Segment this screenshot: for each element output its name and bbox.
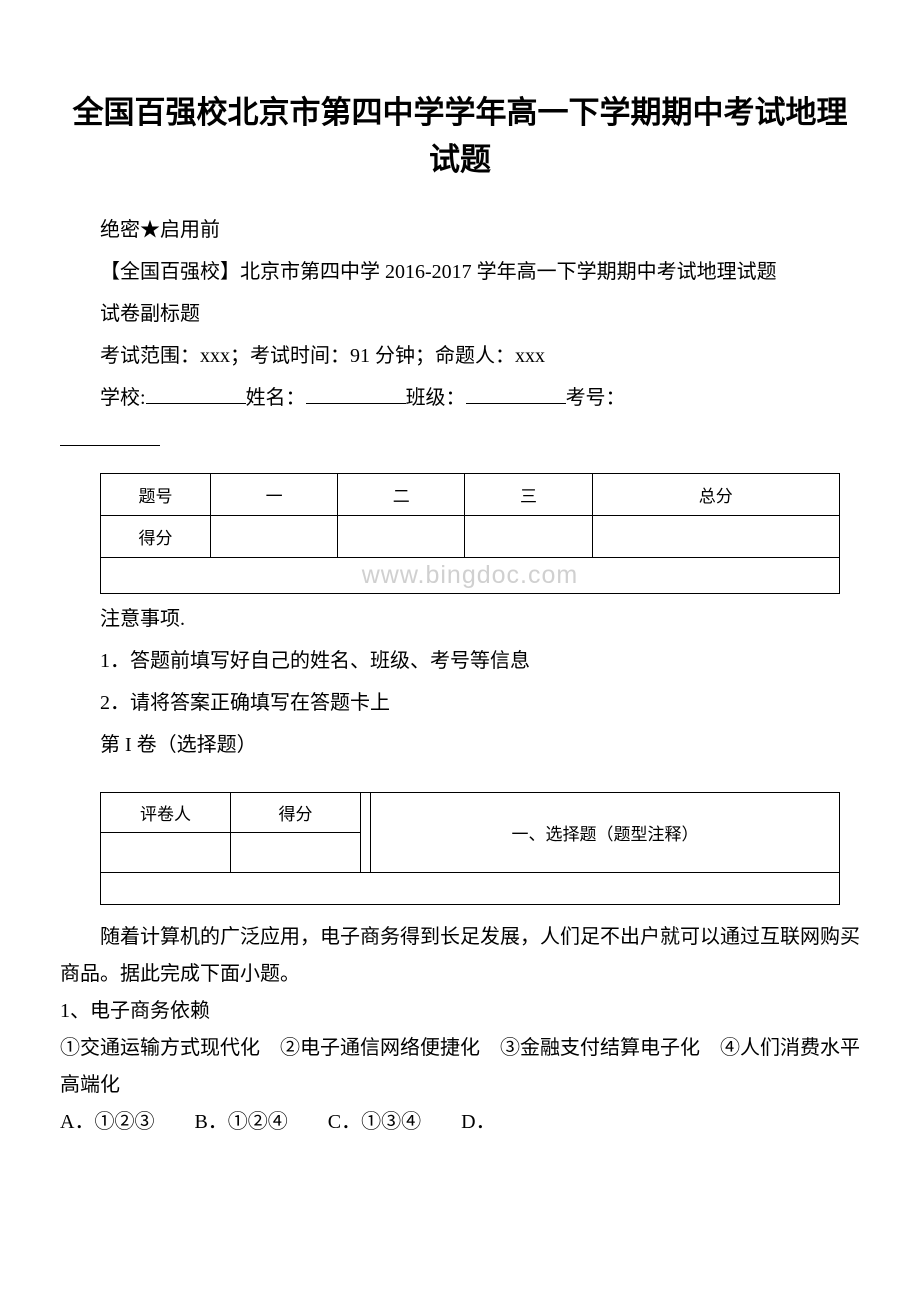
score-table: 题号 一 二 三 总分 得分 www.bingdoc.com xyxy=(100,473,840,594)
school-blank xyxy=(146,380,246,404)
col-header: 二 xyxy=(338,474,465,516)
section-table: 评卷人 得分 一、选择题（题型注释） xyxy=(100,792,840,905)
exam-info-line: 考试范围：xxx；考试时间：91 分钟；命题人：xxx xyxy=(60,337,860,375)
notice-heading: 注意事项. xyxy=(60,600,860,638)
table-row xyxy=(101,873,840,905)
student-info-line: 学校: 姓名： 班级： 考号： xyxy=(60,379,860,417)
question-block: 随着计算机的广泛应用，电子商务得到长足发展，人们足不出户就可以通过互联网购买商品… xyxy=(60,919,860,1141)
secrecy-line: 绝密★启用前 xyxy=(60,211,860,249)
row-label: 得分 xyxy=(101,516,211,558)
name-blank xyxy=(306,380,406,404)
watermark-text: www.bingdoc.com xyxy=(101,558,840,594)
class-blank xyxy=(466,380,566,404)
notice-item: 1．答题前填写好自己的姓名、班级、考号等信息 xyxy=(60,642,860,680)
question-intro: 随着计算机的广泛应用，电子商务得到长足发展，人们足不出户就可以通过互联网购买商品… xyxy=(60,919,860,993)
subheading-line: 试卷副标题 xyxy=(60,295,860,333)
document-title: 全国百强校北京市第四中学学年高一下学期期中考试地理试题 xyxy=(60,90,860,183)
subtitle-line: 【全国百强校】北京市第四中学 2016-2017 学年高一下学期期中考试地理试题 xyxy=(60,253,860,291)
grader-blank xyxy=(101,833,231,873)
score-cell xyxy=(592,516,839,558)
row-label: 题号 xyxy=(101,474,211,516)
grader-label: 评卷人 xyxy=(101,793,231,833)
question-items: ①交通运输方式现代化 ②电子通信网络便捷化 ③金融支付结算电子化 ④人们消费水平… xyxy=(60,1030,860,1104)
col-header: 总分 xyxy=(592,474,839,516)
table-row: 得分 xyxy=(101,516,840,558)
question-options: A．①②③ B．①②④ C．①③④ D． xyxy=(60,1104,860,1141)
id-label: 考号： xyxy=(566,387,626,409)
score-cell xyxy=(465,516,592,558)
score-cell xyxy=(338,516,465,558)
score-cell xyxy=(211,516,338,558)
id-blank xyxy=(60,422,160,446)
table-row: 评卷人 得分 一、选择题（题型注释） xyxy=(101,793,840,833)
id-blank-line xyxy=(60,421,860,459)
watermark-row: www.bingdoc.com xyxy=(101,558,840,594)
notice-item: 2．请将答案正确填写在答题卡上 xyxy=(60,684,860,722)
class-label: 班级： xyxy=(406,387,466,409)
section-heading: 第 I 卷（选择题） xyxy=(60,726,860,764)
school-label: 学校: xyxy=(100,387,146,409)
score-blank xyxy=(231,833,361,873)
col-header: 一 xyxy=(211,474,338,516)
col-header: 三 xyxy=(465,474,592,516)
table-row: 题号 一 二 三 总分 xyxy=(101,474,840,516)
name-label: 姓名： xyxy=(246,387,306,409)
score-label: 得分 xyxy=(231,793,361,833)
section-title: 一、选择题（题型注释） xyxy=(371,793,840,873)
question-number: 1、电子商务依赖 xyxy=(60,993,860,1030)
empty-row xyxy=(101,873,840,905)
